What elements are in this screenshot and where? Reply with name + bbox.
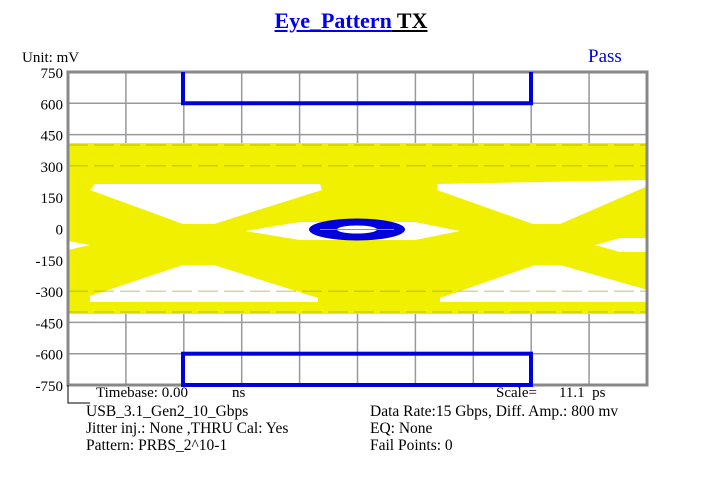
y-tick-label: -450 bbox=[36, 316, 64, 332]
status-label: Pass bbox=[588, 46, 622, 67]
page-title: Eye_Pattern TX bbox=[274, 8, 428, 33]
eye-opening bbox=[90, 265, 318, 302]
eye-opening bbox=[90, 184, 322, 224]
test-info-left: USB_3.1_Gen2_10_Gbps Jitter inj.: None ,… bbox=[86, 403, 288, 454]
y-tick-label: -150 bbox=[36, 254, 64, 270]
y-axis-unit: Unit: mV bbox=[22, 50, 80, 66]
eq-label: EQ: None bbox=[370, 420, 433, 437]
jitter-label: Jitter inj.: None ,THRU Cal: Yes bbox=[86, 420, 289, 437]
y-tick-label: 150 bbox=[41, 191, 64, 207]
data-rate-label: Data Rate:15 Gbps, Diff. Amp.: 800 mv bbox=[370, 403, 619, 420]
y-tick-label: -300 bbox=[36, 285, 64, 301]
y-tick-label: 600 bbox=[41, 97, 64, 113]
mask-bottom bbox=[181, 351, 533, 388]
pattern-label: Pattern: PRBS_2^10-1 bbox=[86, 437, 228, 454]
y-tick-label: 750 bbox=[41, 66, 64, 82]
y-tick-label: 0 bbox=[56, 223, 64, 239]
scale-readout: Scale= 11.1 ps bbox=[496, 385, 606, 401]
y-tick-label: -750 bbox=[36, 379, 64, 395]
eye-opening bbox=[440, 265, 648, 302]
fail-points-label: Fail Points: 0 bbox=[370, 437, 453, 454]
test-info-right: Data Rate:15 Gbps, Diff. Amp.: 800 mv EQ… bbox=[370, 403, 618, 454]
y-tick-label: -600 bbox=[36, 348, 64, 364]
timebase-readout: Timebase: 0.00 ns bbox=[96, 385, 246, 401]
eye-opening bbox=[595, 238, 648, 252]
eye-opening bbox=[68, 241, 90, 250]
y-tick-label: 300 bbox=[41, 160, 64, 176]
eye-opening bbox=[437, 180, 648, 224]
origin-marker bbox=[67, 385, 90, 404]
y-tick-label: 450 bbox=[41, 129, 64, 145]
mask-top bbox=[181, 72, 533, 106]
standard-label: USB_3.1_Gen2_10_Gbps bbox=[86, 403, 249, 420]
